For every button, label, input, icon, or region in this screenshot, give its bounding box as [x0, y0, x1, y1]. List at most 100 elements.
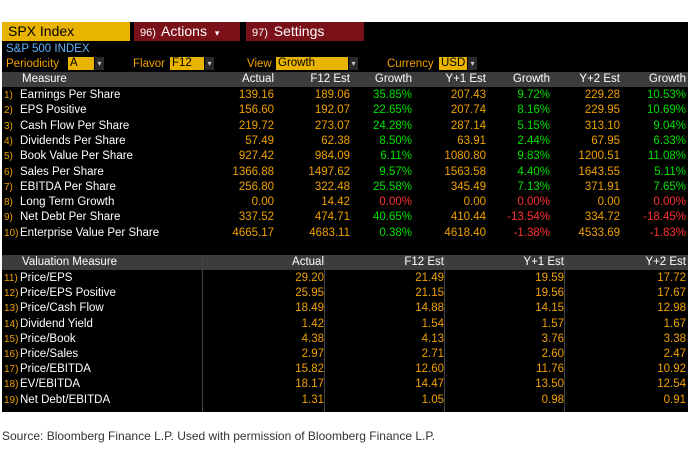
table-row[interactable]: 13) Price/Cash Flow 18.49 14.88 14.15 12.98 — [2, 301, 688, 316]
measure-name[interactable]: Long Term Growth — [20, 196, 115, 209]
cell-actual: 1366.88 — [232, 165, 274, 178]
col-measure[interactable]: Measure — [22, 73, 67, 85]
table-row[interactable]: 17) Price/EBITDA 15.82 12.60 11.76 10.92 — [2, 362, 688, 377]
chevron-down-icon: ▾ — [468, 57, 477, 71]
col-y2-est[interactable]: Y+2 Est — [579, 73, 620, 85]
table-row[interactable]: 14) Dividend Yield 1.42 1.54 1.57 1.67 — [2, 317, 688, 332]
measure-name[interactable]: Book Value Per Share — [20, 150, 133, 163]
cell-actual: 0.00 — [251, 196, 274, 209]
cell-y2: 1643.55 — [578, 165, 620, 178]
table-row[interactable]: 2) EPS Positive 156.60 192.07 22.65% 207.74 8.… — [2, 103, 688, 118]
valuation-name[interactable]: Price/EPS Positive — [20, 287, 116, 300]
flavor-select[interactable]: F12 ▾ — [170, 57, 214, 72]
col-growth-2[interactable]: Growth — [512, 73, 550, 85]
cell-actual: 337.52 — [238, 211, 274, 224]
security-ticker-button[interactable]: SPX Index — [2, 22, 130, 41]
measure-name[interactable]: Sales Per Share — [20, 165, 104, 178]
table-row[interactable]: 19) Net Debt/EBITDA 1.31 1.05 0.98 0.91 — [2, 393, 688, 408]
table-row[interactable]: 9) Net Debt Per Share 337.52 474.71 40.65% 41… — [2, 210, 688, 225]
col-val-actual[interactable]: Actual — [292, 256, 324, 268]
table-row[interactable]: 7) EBITDA Per Share 256.80 322.48 25.58% 345.… — [2, 180, 688, 195]
valuation-name[interactable]: Price/Book — [20, 332, 76, 345]
currency-value: USD — [439, 57, 467, 71]
cell-g1: 8.50% — [379, 134, 412, 147]
cell-f12: 1.05 — [421, 393, 444, 406]
table-row[interactable]: 8) Long Term Growth 0.00 14.42 0.00% 0.00 0.00… — [2, 195, 688, 210]
periodicity-label: Periodicity — [6, 58, 60, 70]
cell-y2: 4533.69 — [578, 226, 620, 239]
cell-y1: 19.56 — [535, 287, 564, 300]
row-index: 4) — [4, 135, 13, 147]
table-row[interactable]: 6) Sales Per Share 1366.88 1497.62 9.57% 1563… — [2, 165, 688, 180]
cell-actual: 25.95 — [295, 287, 324, 300]
cell-y1: 3.76 — [541, 332, 564, 345]
table-row[interactable]: 12) Price/EPS Positive 25.95 21.15 19.56 17.6… — [2, 286, 688, 301]
view-value: Growth — [276, 57, 348, 71]
cell-g2: -13.54% — [507, 211, 550, 224]
cell-y1: 410.44 — [450, 211, 486, 224]
currency-select[interactable]: USD ▾ — [439, 57, 477, 72]
valuation-name[interactable]: Price/EPS — [20, 272, 73, 284]
actions-label: Actions — [161, 23, 207, 39]
cell-actual: 156.60 — [238, 104, 274, 117]
cell-g2: 9.83% — [517, 150, 550, 163]
table-row[interactable]: 3) Cash Flow Per Share 219.72 273.07 24.28% 2… — [2, 119, 688, 134]
table-row[interactable]: 16) Price/Sales 2.97 2.71 2.60 2.47 — [2, 347, 688, 362]
row-index: 6) — [4, 166, 13, 178]
cell-g3: 11.08% — [647, 150, 686, 163]
measure-name[interactable]: Earnings Per Share — [20, 89, 121, 101]
cell-g3: 7.65% — [653, 180, 686, 193]
cell-actual: 219.72 — [238, 119, 274, 132]
col-val-y1-est[interactable]: Y+1 Est — [523, 256, 564, 268]
cell-g1: 0.00% — [379, 196, 412, 209]
cell-y2: 12.98 — [657, 302, 686, 315]
valuation-name[interactable]: Price/Sales — [20, 348, 79, 360]
valuation-name[interactable]: Price/EBITDA — [20, 363, 91, 376]
cell-g1: 40.65% — [372, 211, 412, 224]
cell-actual: 18.17 — [295, 378, 324, 391]
measure-name[interactable]: Dividends Per Share — [20, 134, 126, 147]
measure-name[interactable]: Enterprise Value Per Share — [20, 226, 160, 239]
cell-y1: 1.57 — [541, 317, 564, 330]
valuation-name[interactable]: Price/Cash Flow — [20, 302, 104, 315]
cell-g2: 9.72% — [517, 89, 550, 101]
measure-name[interactable]: Cash Flow Per Share — [20, 119, 130, 132]
col-valuation-measure[interactable]: Valuation Measure — [22, 256, 118, 268]
valuation-name[interactable]: EV/EBITDA — [20, 378, 81, 391]
col-growth-1[interactable]: Growth — [374, 73, 412, 85]
col-actual[interactable]: Actual — [242, 73, 274, 85]
cell-y2: 17.72 — [657, 272, 686, 284]
valuation-name[interactable]: Net Debt/EBITDA — [20, 393, 111, 406]
cell-y1: 13.50 — [535, 378, 564, 391]
row-index: 14) — [4, 318, 19, 330]
cell-g2: -1.38% — [513, 226, 550, 239]
table-row[interactable]: 18) EV/EBITDA 18.17 14.47 13.50 12.54 — [2, 377, 688, 392]
table-row[interactable]: 1) Earnings Per Share 139.16 189.06 35.85% 20… — [2, 88, 688, 103]
measure-name[interactable]: Net Debt Per Share — [20, 211, 121, 224]
cell-g3: 10.53% — [646, 89, 686, 101]
col-f12-est[interactable]: F12 Est — [310, 73, 350, 85]
valuation-name[interactable]: Dividend Yield — [20, 317, 93, 330]
measure-name[interactable]: EBITDA Per Share — [20, 180, 116, 193]
cell-f12: 322.48 — [314, 180, 350, 193]
actions-button[interactable]: 96) Actions ▾ — [134, 22, 240, 41]
view-select[interactable]: Growth ▾ — [276, 57, 358, 72]
settings-button[interactable]: 97) Settings — [246, 22, 364, 41]
table-row[interactable]: 4) Dividends Per Share 57.49 62.38 8.50% 63.9… — [2, 134, 688, 149]
table-row[interactable]: 11) Price/EPS 29.20 21.49 19.59 17.72 — [2, 271, 688, 286]
chevron-down-icon: ▾ — [214, 28, 220, 38]
measures-header: Measure Actual F12 Est Growth Y+1 Est Gr… — [2, 72, 688, 87]
flavor-label: Flavor — [133, 58, 165, 70]
cell-y2: 313.10 — [584, 119, 620, 132]
col-growth-3[interactable]: Growth — [648, 73, 686, 85]
table-row[interactable]: 10) Enterprise Value Per Share 4665.17 4683… — [2, 226, 688, 241]
col-val-f12-est[interactable]: F12 Est — [404, 256, 444, 268]
table-row[interactable]: 15) Price/Book 4.38 4.13 3.76 3.38 — [2, 332, 688, 347]
table-row[interactable]: 5) Book Value Per Share 927.42 984.09 6.11% 1… — [2, 149, 688, 164]
col-y1-est[interactable]: Y+1 Est — [445, 73, 486, 85]
measure-name[interactable]: EPS Positive — [20, 104, 87, 117]
cell-f12: 14.47 — [415, 378, 444, 391]
col-val-y2-est[interactable]: Y+2 Est — [645, 256, 686, 268]
row-index: 5) — [4, 151, 13, 163]
periodicity-select[interactable]: A ▾ — [68, 57, 104, 72]
